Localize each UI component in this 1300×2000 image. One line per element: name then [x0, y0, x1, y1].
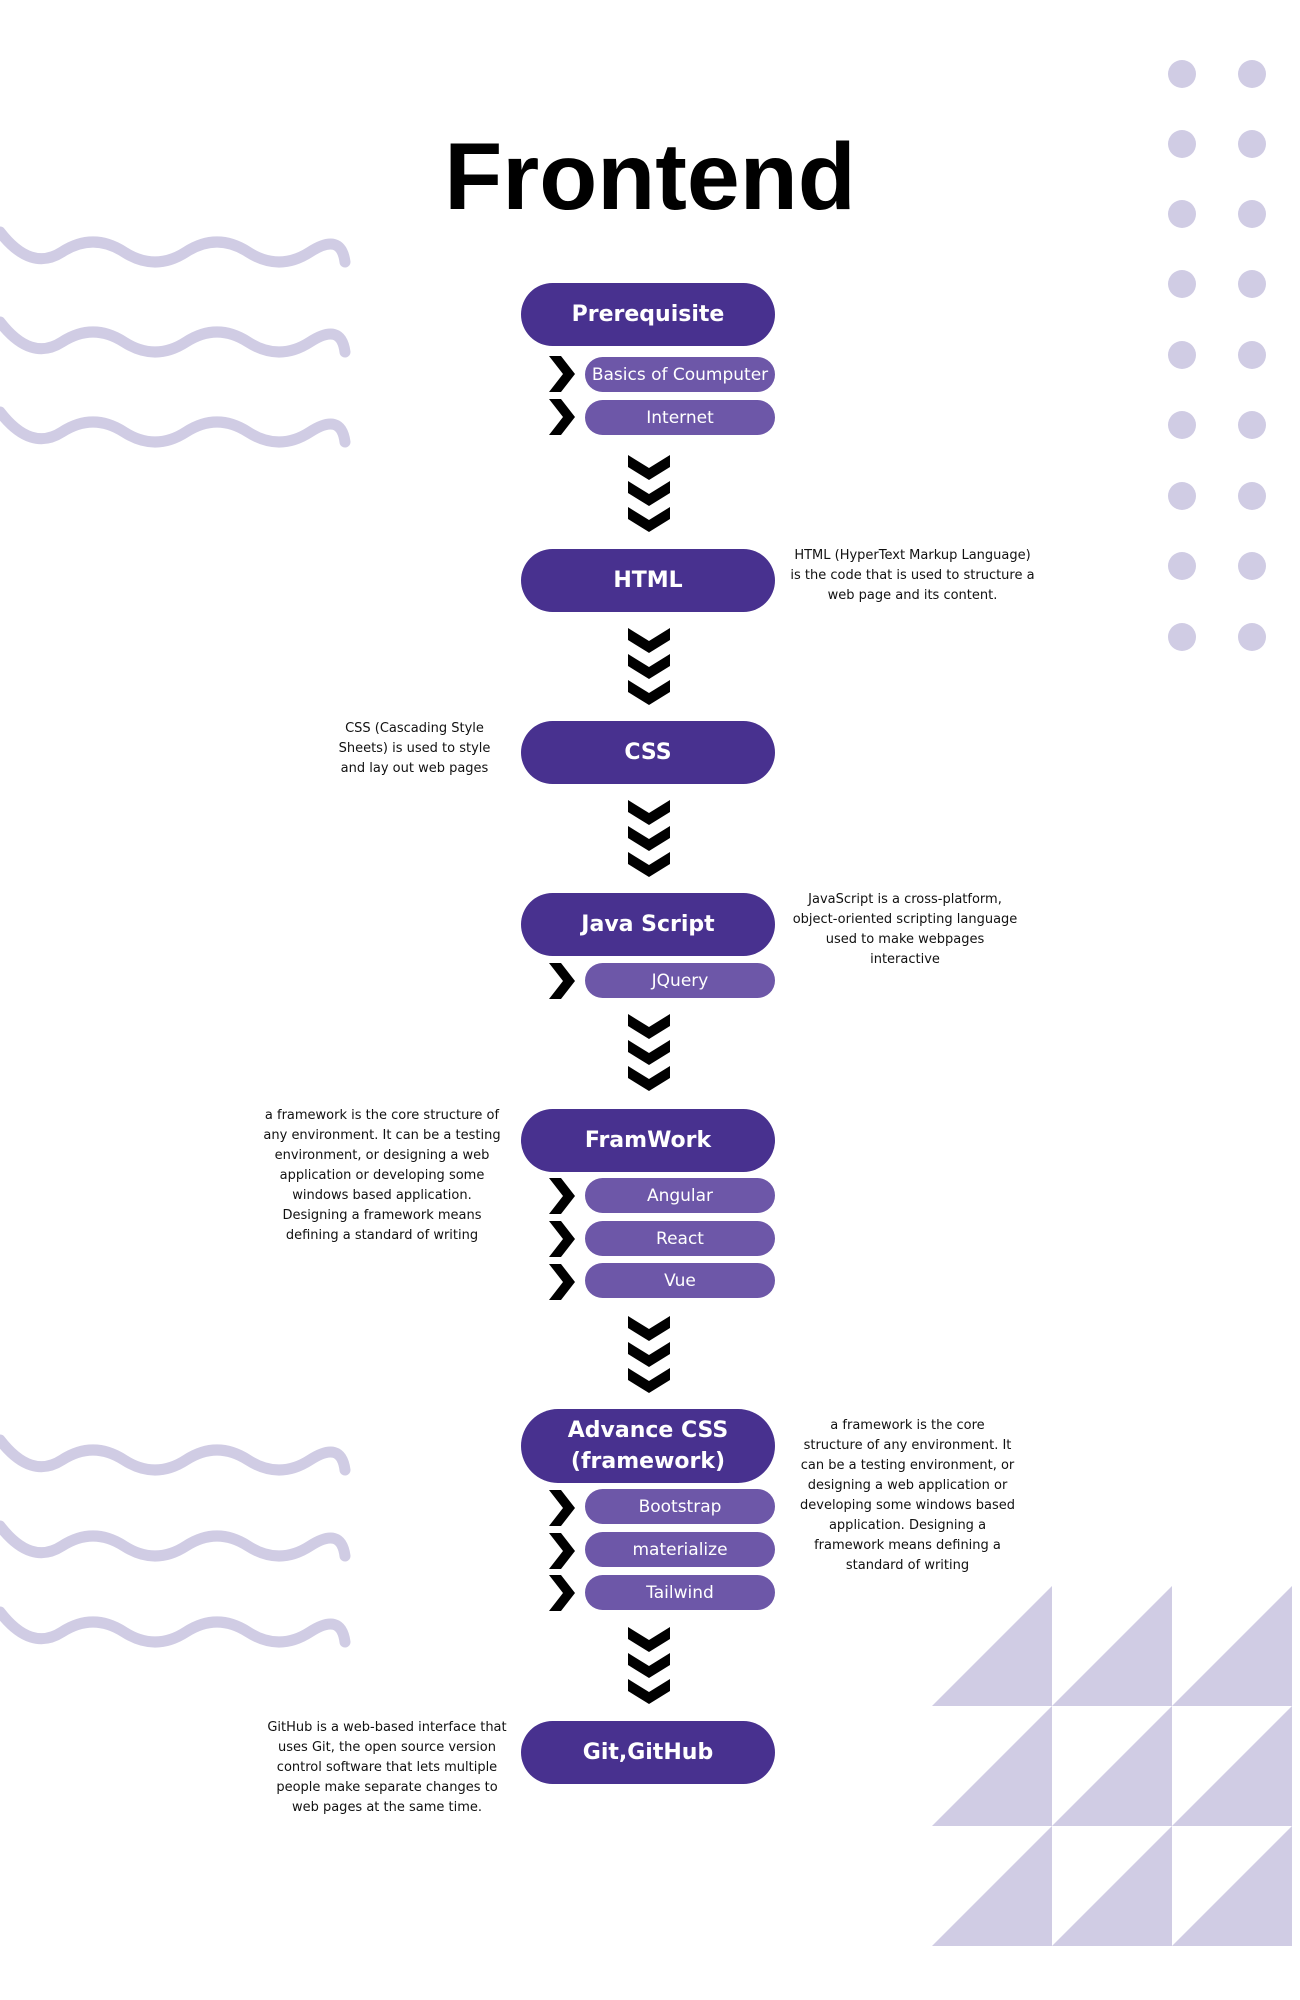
wave-line — [0, 316, 351, 358]
chevrons-down-icon — [628, 1014, 670, 1091]
chevrons-down-icon — [628, 628, 670, 705]
advance-css-label-line2: (framework) — [570, 1449, 726, 1474]
item-angular: Angular — [585, 1178, 775, 1213]
item-vue: Vue — [585, 1263, 775, 1298]
bottom-wave-pattern — [0, 1434, 351, 1648]
chevron-right-icon — [549, 1490, 575, 1526]
chevrons-down-icon — [628, 1316, 670, 1393]
advance-css-description: a framework is the core structure of any… — [800, 1418, 1015, 1573]
chevron-right-icon — [549, 1533, 575, 1569]
triangle-pattern — [932, 1586, 1292, 1946]
chevrons-down-icon — [628, 1627, 670, 1704]
wave-line — [0, 1434, 351, 1476]
item-materialize: materialize — [585, 1532, 775, 1567]
node-css: CSS — [521, 721, 775, 784]
node-html: HTML — [521, 549, 775, 612]
chevron-right-icon — [549, 1221, 575, 1257]
item-bootstrap: Bootstrap — [585, 1489, 775, 1524]
chevron-right-icon — [549, 1575, 575, 1611]
javascript-description: JavaScript is a cross-platform, object-o… — [792, 892, 1018, 967]
framework-description: a framework is the core structure of any… — [263, 1108, 501, 1243]
item-basics-of-computer: Basics of Coumputer — [585, 357, 775, 392]
node-javascript: Java Script — [521, 893, 775, 956]
wave-line — [0, 226, 351, 268]
chevrons-down-icon — [628, 455, 670, 532]
page-title: Frontend — [444, 124, 856, 230]
chevron-right-icon — [549, 399, 575, 435]
git-description: GitHub is a web-based interface that use… — [267, 1720, 507, 1815]
chevron-right-icon — [549, 963, 575, 999]
chevron-right-icon — [549, 1264, 575, 1300]
node-advance-css: Advance CSS (framework) — [521, 1409, 775, 1483]
wave-line — [0, 1606, 351, 1648]
top-wave-pattern — [0, 226, 351, 448]
css-description: CSS (Cascading Style Sheets) is used to … — [338, 721, 491, 776]
wave-line — [0, 1520, 351, 1562]
item-react: React — [585, 1221, 775, 1256]
chevron-right-icon — [549, 1178, 575, 1214]
chevrons-down-icon — [628, 800, 670, 877]
node-git-github: Git,GitHub — [521, 1721, 775, 1784]
wave-line — [0, 406, 351, 448]
html-description: HTML (HyperText Markup Language) is the … — [790, 548, 1035, 603]
chevron-right-icon — [549, 356, 575, 392]
advance-css-label-line1: Advance CSS — [567, 1418, 729, 1443]
item-jquery: JQuery — [585, 963, 775, 998]
node-prerequisite: Prerequisite — [521, 283, 775, 346]
node-framework: FramWork — [521, 1109, 775, 1172]
item-tailwind: Tailwind — [585, 1575, 775, 1610]
item-internet: Internet — [585, 400, 775, 435]
